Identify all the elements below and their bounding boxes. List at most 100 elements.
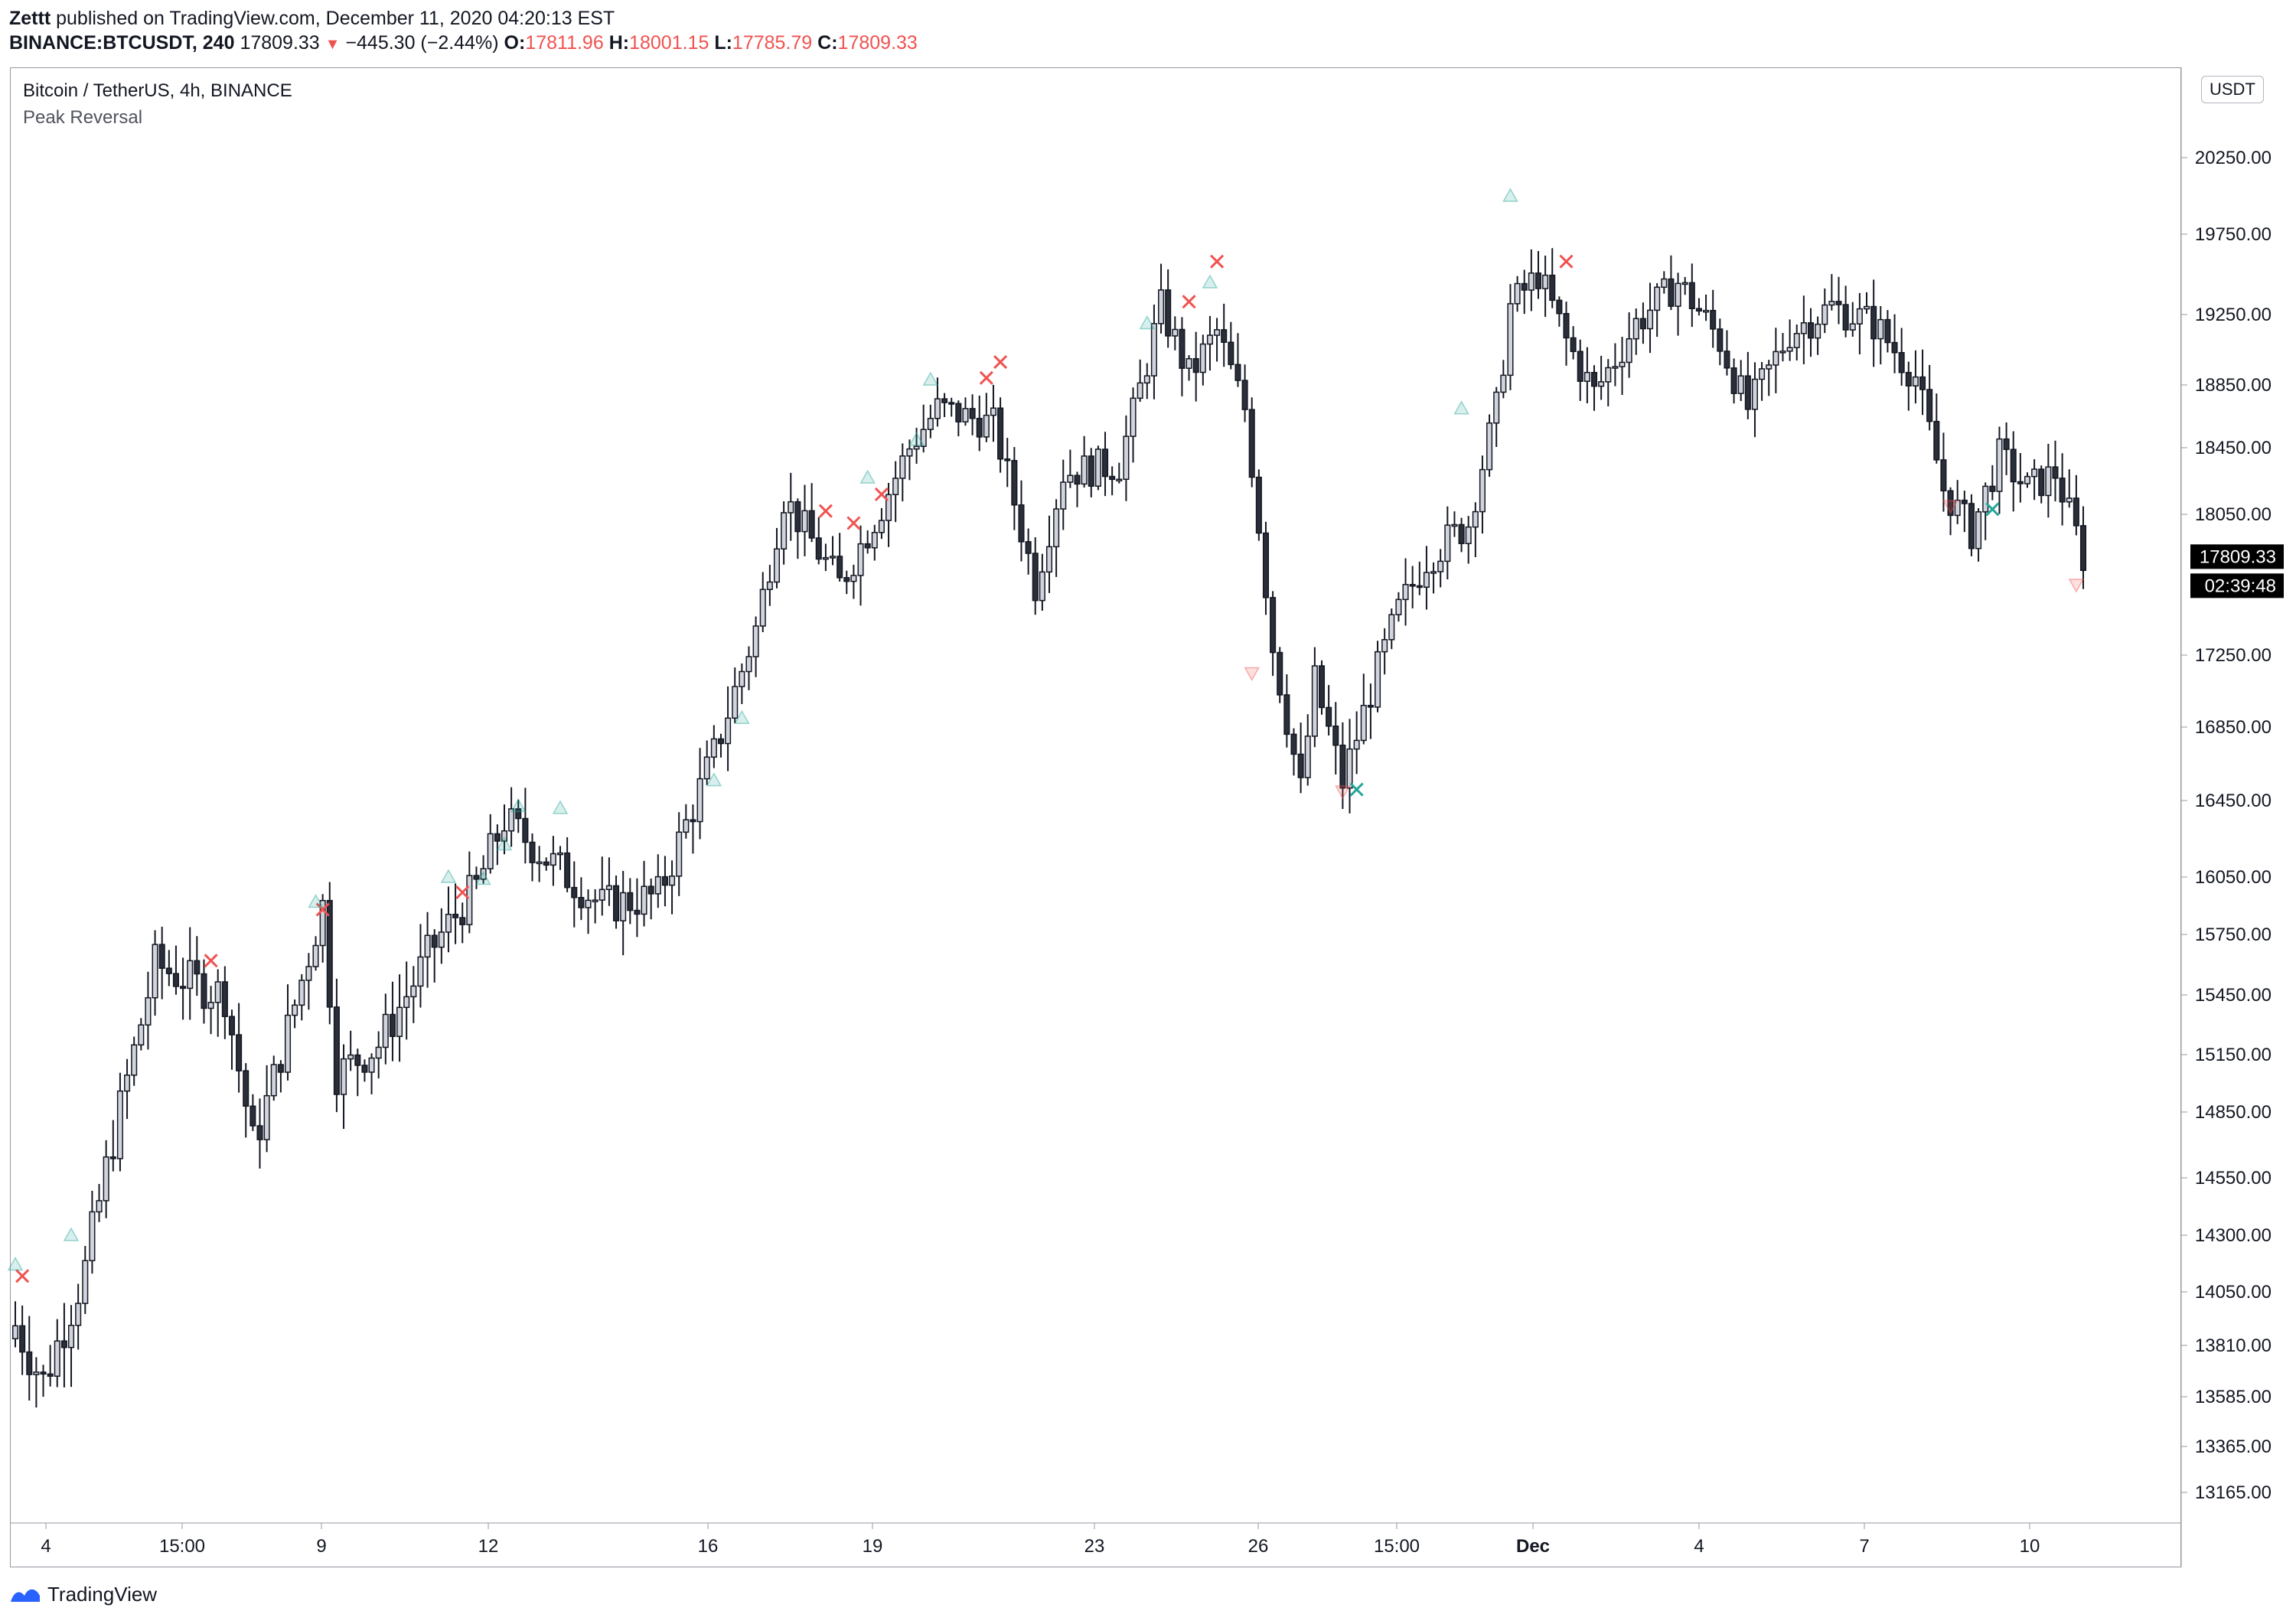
change-text: −445.30 (−2.44%): [345, 32, 499, 54]
candle-body: [794, 501, 801, 533]
candle-body: [1137, 382, 1143, 399]
candle-body: [1290, 733, 1297, 755]
candle-body: [1688, 282, 1695, 309]
candle-body: [1626, 338, 1632, 364]
candle-body: [124, 1075, 131, 1092]
candle-body: [375, 1046, 382, 1059]
candle-body: [389, 1013, 396, 1037]
sell-cross-marker: [846, 516, 861, 530]
candle-body: [1018, 504, 1025, 543]
candle-body: [1870, 305, 1877, 340]
candle-body: [431, 934, 438, 948]
candle-body: [1779, 351, 1786, 354]
high-label: H:: [608, 32, 630, 54]
candle-body: [683, 819, 690, 833]
candle-body: [927, 417, 934, 430]
candle-body: [1262, 532, 1270, 598]
candle-body: [1815, 323, 1821, 339]
sell-cross-marker: [993, 355, 1008, 370]
candle-body: [1912, 376, 1919, 386]
candle-body: [1179, 328, 1186, 369]
candle-body: [2073, 497, 2079, 527]
candle-body: [75, 1303, 82, 1326]
candle-body: [1703, 309, 1710, 313]
candle-body: [1172, 328, 1179, 337]
y-axis-tick-label: 14300.00: [2195, 1225, 2272, 1246]
indicator-title[interactable]: Peak Reversal: [23, 107, 143, 128]
candle-body: [2038, 468, 2045, 497]
x-axis-tick-label: 10: [2020, 1536, 2040, 1557]
candle-body: [116, 1090, 123, 1159]
candle-body: [620, 892, 627, 921]
candle-body: [54, 1340, 60, 1377]
candle-body: [243, 1070, 249, 1107]
candle-body: [1898, 352, 1905, 373]
candle-body: [1228, 341, 1234, 366]
open-label: O:: [504, 32, 526, 54]
candle-body: [221, 981, 228, 1017]
candle-body: [1856, 308, 1863, 324]
y-axis-tick-label: 13365.00: [2195, 1436, 2272, 1457]
candle-body: [1507, 303, 1514, 377]
x-axis-tick-label: 15:00: [1374, 1536, 1420, 1557]
candle-body: [627, 892, 634, 911]
last-price-text: 17809.33: [240, 32, 320, 54]
candle-body: [382, 1013, 389, 1048]
peak-up-triangle-marker: [859, 469, 876, 484]
candle-body: [452, 913, 459, 918]
y-axis-tick-label: 18850.00: [2195, 375, 2272, 396]
candle-body: [550, 853, 556, 866]
peak-up-triangle-marker: [908, 432, 925, 446]
candle-body: [1521, 282, 1528, 291]
peak-up-triangle-marker: [1139, 315, 1156, 330]
candle-body: [1954, 499, 1961, 517]
candle-body: [284, 1014, 292, 1073]
y-axis-tick-label: 16450.00: [2195, 791, 2272, 811]
candle-body: [109, 1156, 116, 1159]
candle-body: [1116, 478, 1123, 481]
candles-group: [11, 248, 2087, 1408]
candle-body: [1109, 475, 1116, 481]
candle-body: [941, 398, 948, 403]
candle-body: [1786, 347, 1793, 352]
sell-cross-marker: [1210, 254, 1225, 269]
candle-body: [773, 548, 781, 583]
sell-cross-marker: [15, 1269, 30, 1283]
candle-body: [1821, 304, 1828, 325]
candle-body: [1632, 318, 1639, 340]
candle-body: [194, 960, 201, 975]
candle-body: [1241, 380, 1248, 410]
x-axis-tick-label: 15:00: [159, 1536, 205, 1557]
peak-up-triangle-marker: [1202, 274, 1218, 289]
candle-body: [1367, 704, 1374, 708]
candle-body: [564, 852, 571, 889]
footer-brand[interactable]: TradingView: [9, 1583, 157, 1606]
candle-body: [962, 408, 969, 422]
x-axis-tick-label: 19: [863, 1536, 883, 1557]
candle-body: [990, 407, 997, 416]
sell-cross-marker: [818, 504, 833, 518]
candle-body: [1759, 368, 1766, 380]
author-name[interactable]: Zettt: [9, 8, 51, 29]
candle-body: [997, 407, 1004, 460]
peak-up-triangle-marker: [308, 893, 324, 908]
candle-body: [1744, 375, 1751, 410]
candle-body: [864, 543, 871, 549]
candle-body: [1430, 571, 1437, 574]
candle-body: [1060, 481, 1067, 510]
candle-body: [60, 1340, 67, 1348]
candle-body: [1437, 560, 1444, 572]
y-axis-tick-label: 13585.00: [2195, 1387, 2272, 1407]
candle-body: [899, 455, 906, 479]
peak-down-triangle-marker: [1335, 785, 1351, 800]
candle-body: [1647, 309, 1654, 330]
candle-body: [766, 581, 773, 590]
candle-body: [857, 543, 864, 576]
peak-up-triangle-marker: [63, 1227, 80, 1241]
candle-body: [1773, 351, 1779, 366]
currency-button[interactable]: USDT: [2201, 76, 2264, 103]
candle-body: [822, 556, 829, 560]
candle-body: [1528, 272, 1534, 291]
publish-info: Zettt published on TradingView.com, Dece…: [9, 8, 615, 30]
